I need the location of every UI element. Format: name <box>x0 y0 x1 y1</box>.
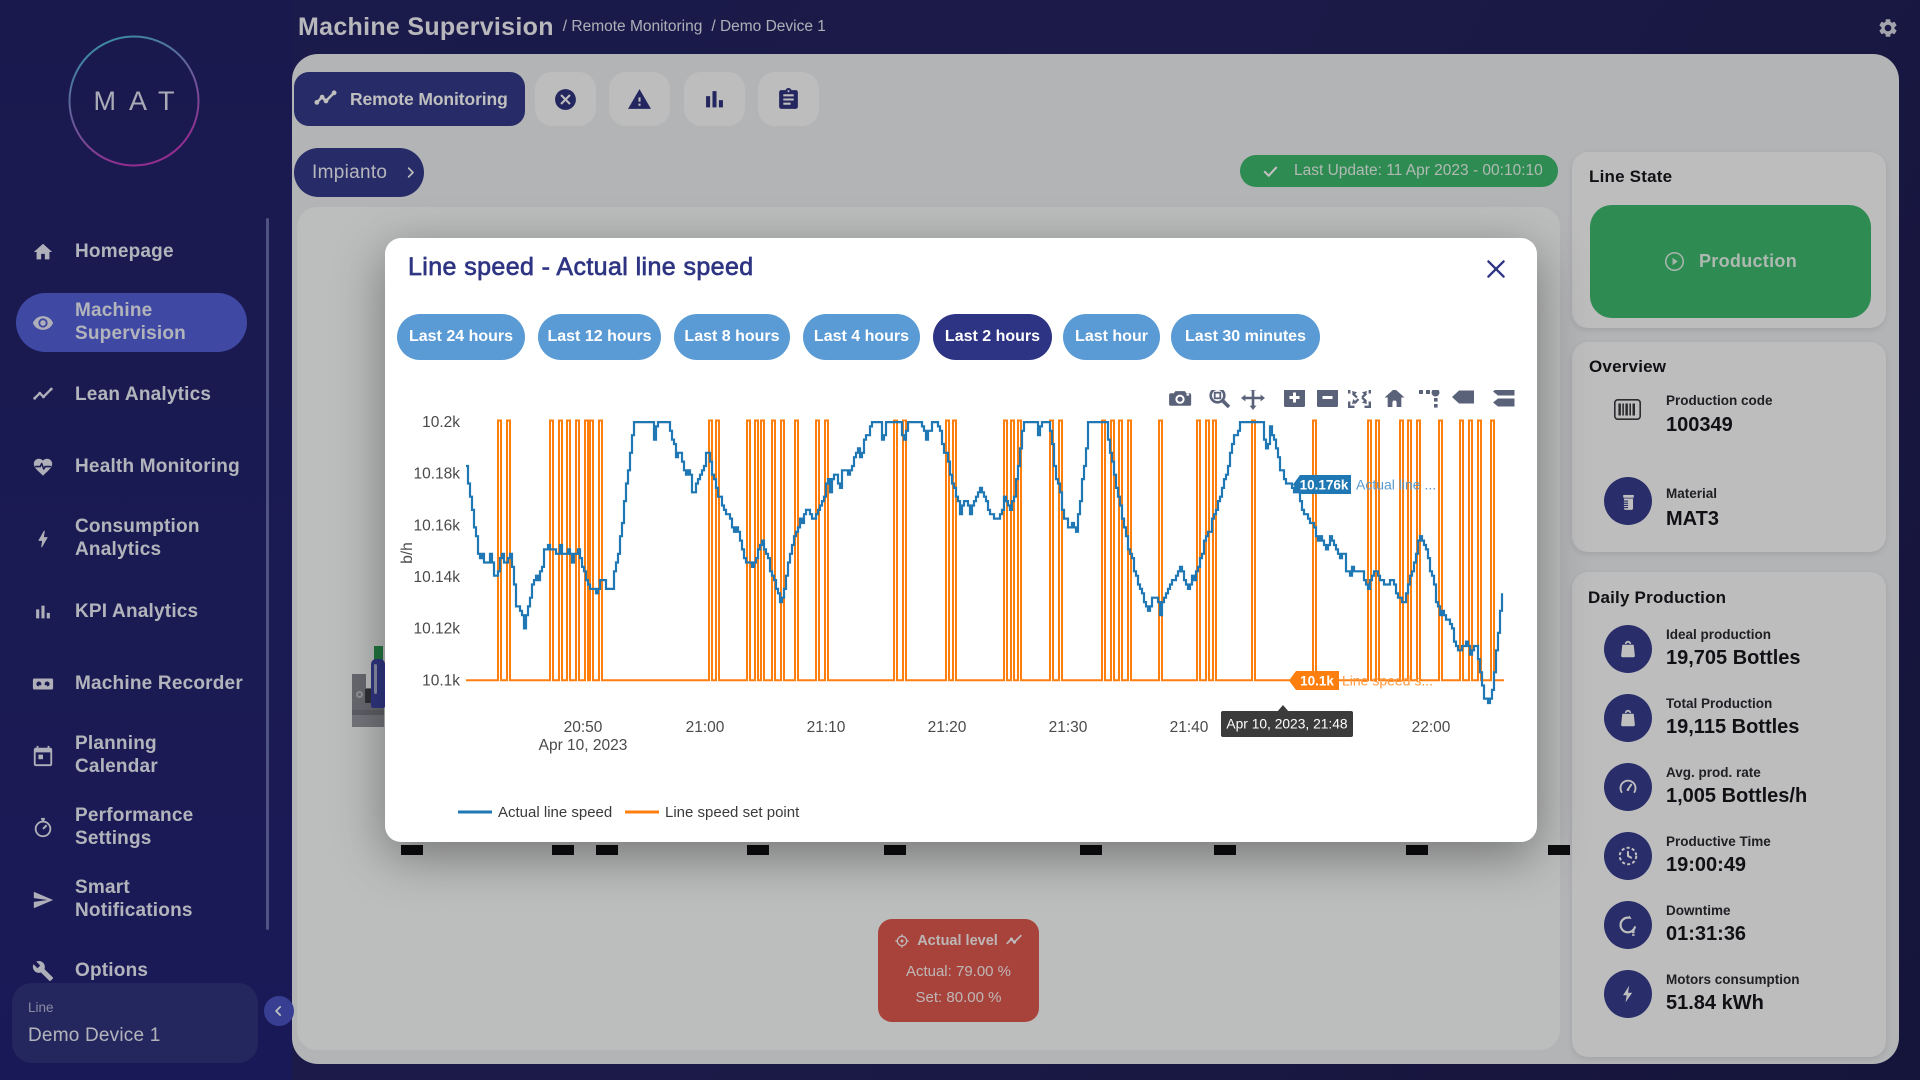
svg-text:Actual line ...: Actual line ... <box>1356 477 1436 493</box>
svg-text:Apr 10, 2023: Apr 10, 2023 <box>539 737 628 754</box>
svg-text:10.176k: 10.176k <box>1300 478 1349 493</box>
svg-text:10.18k: 10.18k <box>413 466 460 483</box>
svg-text:21:20: 21:20 <box>928 719 967 736</box>
svg-text:10.16k: 10.16k <box>413 517 460 534</box>
svg-text:21:40: 21:40 <box>1170 719 1209 736</box>
svg-text:10.2k: 10.2k <box>422 414 460 431</box>
svg-text:21:00: 21:00 <box>686 719 725 736</box>
svg-text:22:00: 22:00 <box>1412 719 1451 736</box>
svg-text:10.1k: 10.1k <box>1300 674 1334 689</box>
svg-text:21:30: 21:30 <box>1049 719 1088 736</box>
svg-text:Line speed s...: Line speed s... <box>1342 673 1433 689</box>
svg-text:21:10: 21:10 <box>807 719 846 736</box>
svg-text:10.1k: 10.1k <box>422 672 460 689</box>
svg-text:20:50: 20:50 <box>564 719 603 736</box>
svg-text:10.14k: 10.14k <box>413 569 460 586</box>
svg-text:10.12k: 10.12k <box>413 621 460 638</box>
svg-text:Actual line speed: Actual line speed <box>498 804 612 821</box>
svg-text:Apr 10, 2023, 21:48: Apr 10, 2023, 21:48 <box>1226 717 1348 732</box>
svg-text:Line speed set point: Line speed set point <box>665 804 800 821</box>
svg-text:b/h: b/h <box>399 542 416 564</box>
